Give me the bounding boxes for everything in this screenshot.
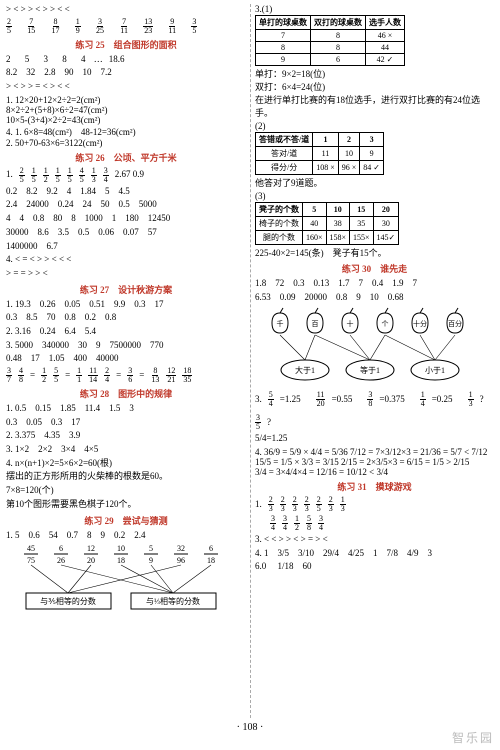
svg-text:十分: 十分	[413, 319, 427, 328]
section-heading: 练习 30 谁先走	[255, 261, 494, 276]
page-number: · 108 ·	[0, 720, 500, 733]
section-heading: 练习 26 公顷、平方千米	[6, 150, 246, 165]
line: 2 5 3 8 4 … 18.6	[6, 54, 246, 66]
svg-text:百: 百	[312, 320, 319, 328]
svg-text:6: 6	[59, 544, 63, 553]
svg-text:45: 45	[27, 544, 35, 553]
watermark: 智乐园	[452, 729, 494, 746]
svg-text:18: 18	[207, 556, 215, 565]
line: > < > > < > > < <	[6, 4, 246, 16]
matching-diagram: 45 75 6 26 12 20 10 18 5 9 32 96 6 18 与⅗相等的分数 与⅓相等的分数	[6, 543, 246, 615]
svg-text:26: 26	[57, 556, 65, 565]
svg-text:个: 个	[382, 320, 389, 328]
svg-text:小于1: 小于1	[425, 366, 445, 375]
line: 0.2 8.2 9.2 4 1.84 5 4.5	[6, 186, 246, 198]
problem-3-1: 3.(1) 单打的球桌数双打的球桌数选手人数 7846 × 8844 9642 …	[255, 4, 494, 119]
apple-diagram: 千 百 十 个 十分 百分 大于1 等于1 小于1	[255, 305, 494, 389]
svg-text:12: 12	[87, 544, 95, 553]
line: 30000 8.6 3.5 0.5 0.06 0.07 57	[6, 227, 246, 239]
svg-text:18: 18	[117, 556, 125, 565]
line: 5/4=1.25	[255, 433, 494, 445]
worked-block: 1. 12×20+12×2÷2=2(cm²) 8×2÷2+(5+8)×6÷2=4…	[6, 95, 246, 148]
section-heading: 练习 31 摸球游戏	[255, 479, 494, 494]
line: 1. 0.5 0.15 1.85 11.4 1.5 3	[6, 403, 246, 415]
svg-text:20: 20	[87, 556, 95, 565]
line: 6.0 1/18 60	[255, 561, 494, 573]
line: 1400000 6.7	[6, 241, 246, 253]
line: 第10个图形需要黑色棋子120个。	[6, 499, 246, 511]
problem-3-2: (2) 答错或不答/道123 答对/道11109 得分/分108 ×96 ×84…	[255, 121, 494, 189]
line: 摆出的正方形所用的火柴棒的根数是60。	[6, 471, 246, 483]
line: 2. 3.16 0.24 6.4 5.4	[6, 326, 246, 338]
line: > < > > = < > < <	[6, 81, 246, 93]
section-heading: 练习 27 设计秋游方案	[6, 282, 246, 297]
svg-text:6: 6	[209, 544, 213, 553]
line: 6.53 0.09 20000 0.8 9 10 0.68	[255, 292, 494, 304]
frac-row: 34 34 12 58 34	[255, 515, 494, 532]
svg-text:等于1: 等于1	[360, 365, 380, 375]
svg-text:10: 10	[117, 544, 125, 553]
frac-row: 1. 25 15 12 15 15 45 13 34 2.67 0.9	[6, 167, 246, 184]
svg-text:与⅗相等的分数: 与⅗相等的分数	[40, 596, 96, 606]
line: 0.3 8.5 70 0.8 0.2 0.8	[6, 312, 246, 324]
frac-row: 1. 23 23 23 23 25 23 13	[255, 496, 494, 513]
line: 3. 1×2 2×2 3×4 4×5	[6, 444, 246, 456]
line: 0.3 0.05 0.3 17	[6, 417, 246, 429]
line: 2.4 24000 0.24 24 50 0.5 5000	[6, 199, 246, 211]
svg-text:千: 千	[277, 319, 284, 328]
line: 2. 3.375 4.35 3.9	[6, 430, 246, 442]
frac-row: 25 715 817 19 325 711 1323 911 35	[6, 18, 246, 35]
svg-text:与⅓相等的分数: 与⅓相等的分数	[146, 596, 200, 606]
section-heading: 练习 25 组合图形的面积	[6, 37, 246, 52]
table-3: 凳子的个数5101520 椅子的个数40383530 腿的个数160×158×1…	[255, 202, 399, 245]
mul-block: 4. 36/9 = 5/9 × 4/4 = 5/36 7/12 = 7×3/12…	[255, 447, 494, 477]
line: 4. n×(n+1)×2=5×6×2=60(根)	[6, 458, 246, 470]
svg-text:大于1: 大于1	[295, 365, 315, 375]
svg-text:9: 9	[149, 556, 153, 565]
line: 3. 5000 340000 30 9 7500000 770	[6, 340, 246, 352]
left-column: > < > > < > > < < 25 715 817 19 325 711 …	[6, 4, 250, 718]
svg-text:百分: 百分	[448, 319, 462, 328]
line: 4. 1 3/5 3/10 29/4 4/25 1 7/8 4/9 3	[255, 548, 494, 560]
line: 4 4 0.8 80 8 1000 1 180 12450	[6, 213, 246, 225]
svg-text:十: 十	[347, 319, 354, 328]
section-heading: 练习 29 尝试与猜测	[6, 513, 246, 528]
frac-eq-row: 3. 54=1.25 1120=0.55 38=0.375 14=0.25 13…	[255, 391, 494, 431]
line: 1. 19.3 0.26 0.05 0.51 9.9 0.3 17	[6, 299, 246, 311]
frac-row: 37 48= 12 55= 11 1114 24= 36= 813 1221 1…	[6, 367, 246, 384]
svg-text:32: 32	[177, 544, 185, 553]
line: 4. < = < > > < < <	[6, 254, 246, 266]
table-1: 单打的球桌数双打的球桌数选手人数 7846 × 8844 9642 ✓	[255, 15, 405, 66]
line: 8.2 32 2.8 90 10 7.2	[6, 67, 246, 79]
svg-text:96: 96	[177, 556, 185, 565]
svg-text:5: 5	[149, 544, 153, 553]
right-column: 3.(1) 单打的球桌数双打的球桌数选手人数 7846 × 8844 9642 …	[250, 4, 494, 718]
line: 1. 5 0.6 54 0.7 8 9 0.2 2.4	[6, 530, 246, 542]
line: 1.8 72 0.3 0.13 1.7 7 0.4 1.9 7	[255, 278, 494, 290]
section-heading: 练习 28 图形中的规律	[6, 386, 246, 401]
line: 7×8=120(个)	[6, 485, 246, 497]
svg-text:75: 75	[27, 556, 35, 565]
table-2: 答错或不答/道123 答对/道11109 得分/分108 ×96 ×84 ✓	[255, 132, 384, 175]
line: 3. < < > > < > = > <	[255, 534, 494, 546]
problem-3-3: (3) 凳子的个数5101520 椅子的个数40383530 腿的个数160×1…	[255, 191, 494, 259]
line: 0.48 17 1.05 400 40000	[6, 353, 246, 365]
line: > = = > > <	[6, 268, 246, 280]
